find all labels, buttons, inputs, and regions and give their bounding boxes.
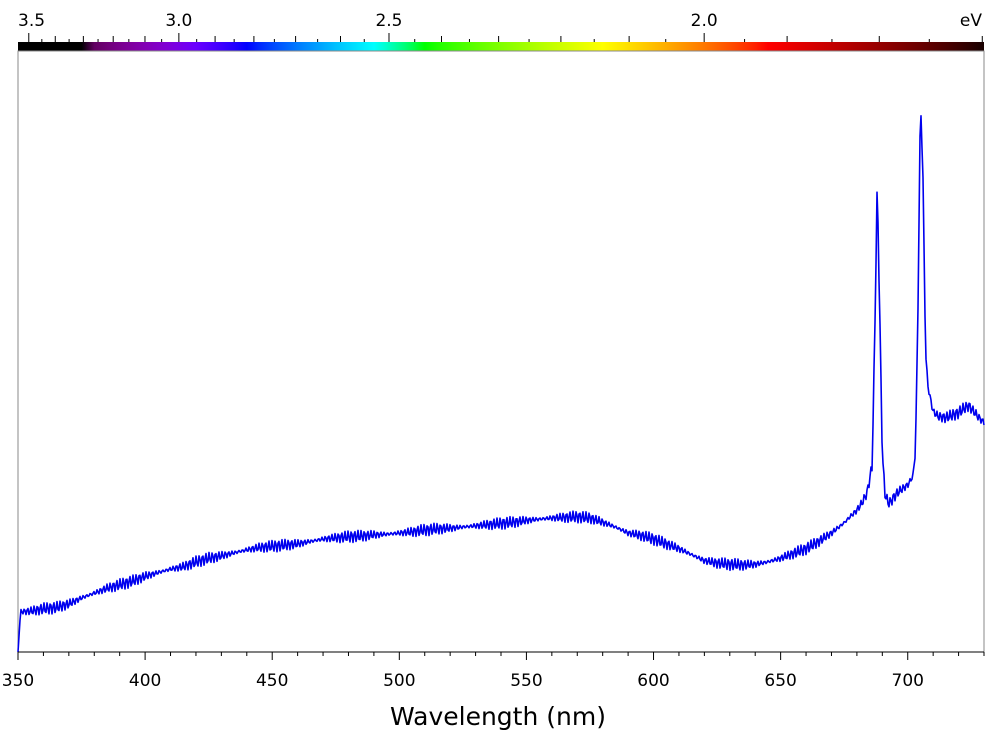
ev-tick-label: 3.5 [18,11,45,31]
x-tick-label: 450 [256,671,288,691]
plot-frame [17,50,985,653]
x-tick-label: 350 [2,671,34,691]
x-tick-label: 550 [510,671,542,691]
ev-tick-label: 2.0 [691,11,718,31]
x-axis-tick-labels: 350 400 450 500 550 600 650 700 [2,671,924,691]
energy-colorbar: 3.5 3.0 2.5 2.0 eV [18,11,984,51]
energy-tick-marks [28,33,983,42]
energy-colorbar-fill [18,42,984,51]
x-axis: 350 400 450 500 550 600 650 700 Wavelength (nm) [2,651,985,731]
plot-area [17,115,985,653]
energy-unit-label: eV [960,11,982,31]
ev-tick-label: 3.0 [165,11,192,31]
x-axis-tick-marks [17,652,985,660]
spectrum-line [17,115,985,653]
x-tick-label: 400 [129,671,161,691]
x-tick-label: 600 [637,671,669,691]
x-tick-label: 500 [383,671,415,691]
energy-tick-labels: 3.5 3.0 2.5 2.0 [18,11,718,31]
x-tick-label: 700 [892,671,924,691]
x-tick-label: 650 [764,671,796,691]
ev-tick-label: 2.5 [375,11,402,31]
x-axis-title: Wavelength (nm) [390,702,606,731]
